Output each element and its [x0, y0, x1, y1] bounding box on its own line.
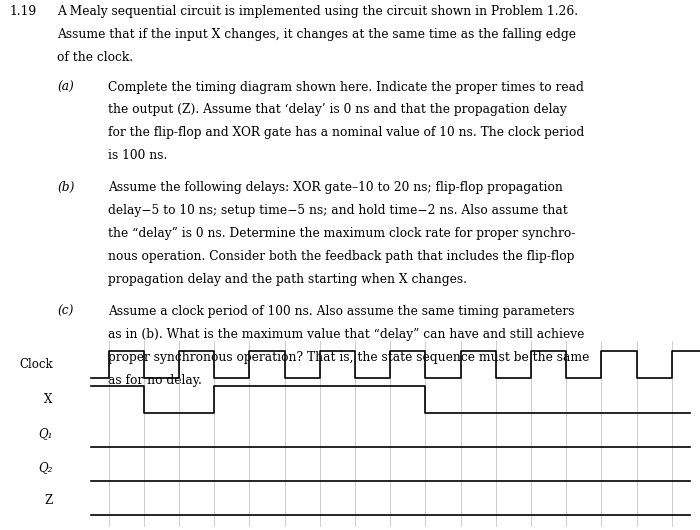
Text: nous operation. Consider both the feedback path that includes the flip-flop: nous operation. Consider both the feedba…: [108, 250, 575, 263]
Text: 1.19: 1.19: [9, 5, 36, 18]
Text: (b): (b): [57, 181, 75, 195]
Text: as for no delay.: as for no delay.: [108, 374, 202, 386]
Text: Q₂: Q₂: [38, 461, 52, 474]
Text: proper synchronous operation? That is, the state sequence must be the same: proper synchronous operation? That is, t…: [108, 351, 590, 364]
Text: delay−5 to 10 ns; setup time−5 ns; and hold time−2 ns. Also assume that: delay−5 to 10 ns; setup time−5 ns; and h…: [108, 204, 568, 217]
Text: Q₁: Q₁: [38, 427, 52, 440]
Text: (a): (a): [57, 81, 74, 94]
Text: the “delay” is 0 ns. Determine the maximum clock rate for proper synchro-: the “delay” is 0 ns. Determine the maxim…: [108, 227, 576, 240]
Text: Complete the timing diagram shown here. Indicate the proper times to read: Complete the timing diagram shown here. …: [108, 81, 584, 94]
Text: as in (b). What is the maximum value that “delay” can have and still achieve: as in (b). What is the maximum value tha…: [108, 328, 585, 341]
Text: Z: Z: [44, 494, 52, 508]
Text: Assume that if the input X changes, it changes at the same time as the falling e: Assume that if the input X changes, it c…: [57, 28, 576, 41]
Text: Clock: Clock: [19, 358, 52, 371]
Text: (c): (c): [57, 305, 74, 318]
Text: Assume a clock period of 100 ns. Also assume the same timing parameters: Assume a clock period of 100 ns. Also as…: [108, 305, 575, 318]
Text: X: X: [44, 393, 52, 406]
Text: for the flip-flop and XOR gate has a nominal value of 10 ns. The clock period: for the flip-flop and XOR gate has a nom…: [108, 126, 584, 139]
Text: Assume the following delays: XOR gate–10 to 20 ns; flip-flop propagation: Assume the following delays: XOR gate–10…: [108, 181, 564, 195]
Text: A Mealy sequential circuit is implemented using the circuit shown in Problem 1.2: A Mealy sequential circuit is implemente…: [57, 5, 578, 18]
Text: propagation delay and the path starting when X changes.: propagation delay and the path starting …: [108, 273, 468, 286]
Text: of the clock.: of the clock.: [57, 51, 134, 64]
Text: the output (Z). Assume that ‘delay’ is 0 ns and that the propagation delay: the output (Z). Assume that ‘delay’ is 0…: [108, 103, 567, 117]
Text: is 100 ns.: is 100 ns.: [108, 149, 168, 162]
